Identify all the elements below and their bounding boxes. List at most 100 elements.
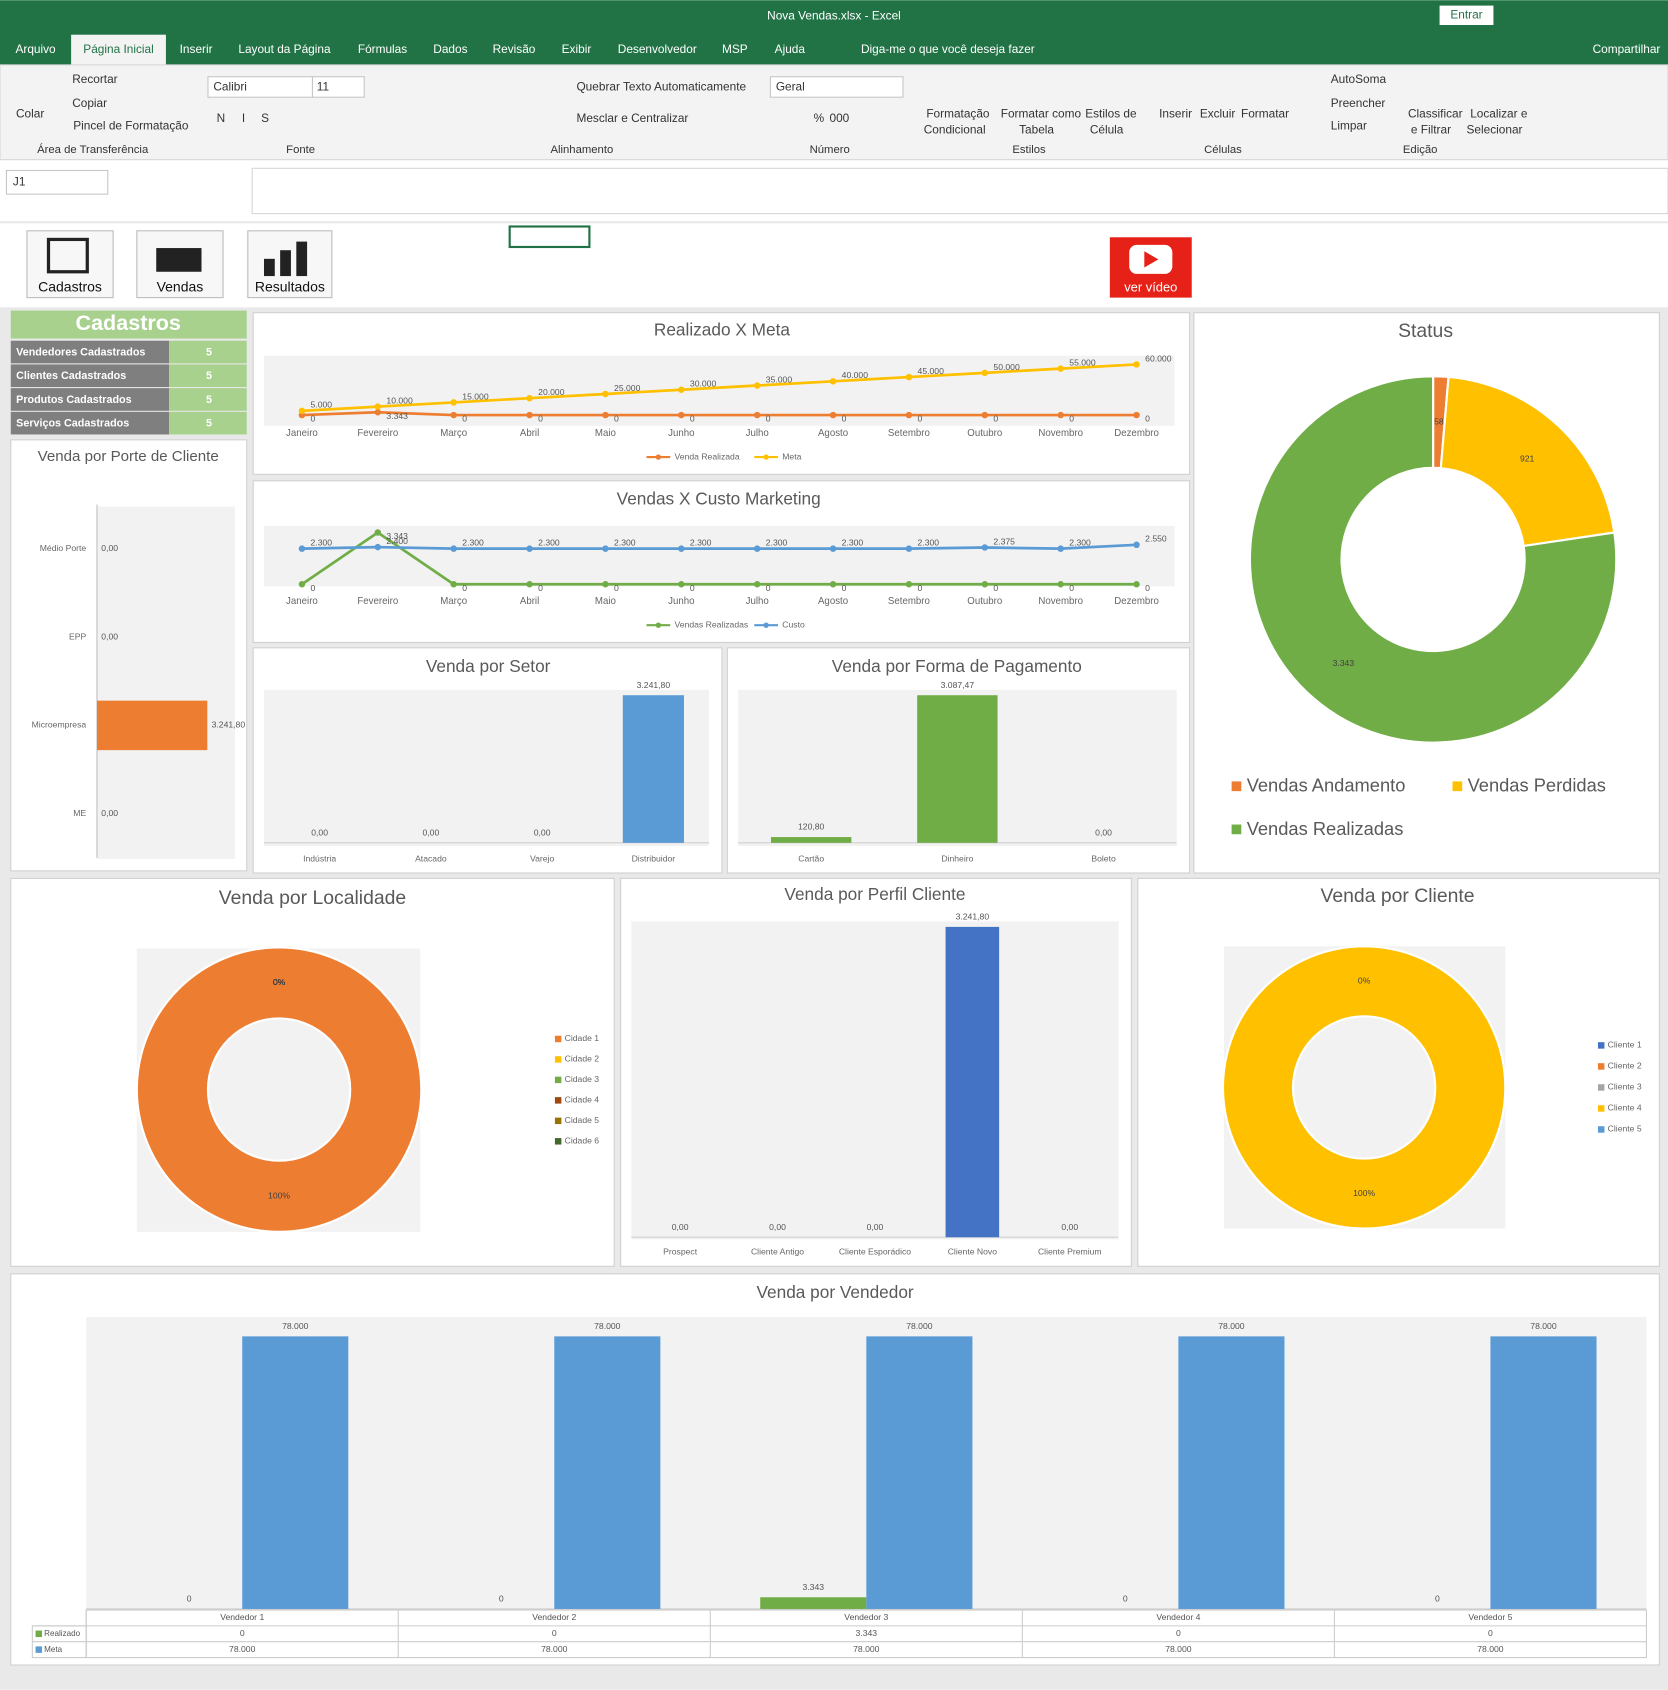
cadastros-value-cell xyxy=(169,364,247,388)
ribbon-tab[interactable]: Exibir xyxy=(562,42,592,56)
ribbon-button[interactable]: N xyxy=(217,111,226,125)
data-label: 3.343 xyxy=(386,411,408,421)
ribbon-button[interactable]: Localizar e xyxy=(1470,107,1528,121)
ribbon-tab[interactable]: Desenvolvedor xyxy=(618,42,697,56)
ribbon-button[interactable]: Excluir xyxy=(1200,107,1236,121)
ribbon-button[interactable]: Inserir xyxy=(1159,107,1192,121)
formula-input[interactable] xyxy=(251,167,1668,215)
ribbon-button[interactable]: Pincel de Formatação xyxy=(73,118,189,132)
ribbon-button[interactable]: % xyxy=(814,111,825,125)
point xyxy=(1133,581,1140,588)
nav-label[interactable]: Vendas xyxy=(157,279,204,295)
data-label: 2.300 xyxy=(538,538,560,548)
login[interactable]: Entrar xyxy=(1450,7,1482,21)
data-label: 55.000 xyxy=(1069,358,1096,368)
name-box-text[interactable]: J1 xyxy=(13,174,26,188)
ribbon-tab[interactable]: Página Inicial xyxy=(83,42,153,56)
name-box[interactable] xyxy=(5,169,109,195)
video-label[interactable]: ver vídeo xyxy=(1124,279,1177,294)
login-button[interactable] xyxy=(1439,5,1494,26)
ribbon-button[interactable]: S xyxy=(261,111,269,125)
ribbon-button[interactable]: 000 xyxy=(830,111,850,125)
ribbon-button[interactable]: Limpar xyxy=(1331,118,1367,132)
ribbon-button[interactable]: Preencher xyxy=(1331,96,1386,110)
group-label: Estilos xyxy=(1012,144,1046,156)
ribbon-button[interactable]: Calibri xyxy=(213,80,247,94)
ribbon-button[interactable]: Geral xyxy=(776,80,805,94)
nav-button[interactable] xyxy=(26,230,114,299)
legend-key xyxy=(1597,1042,1605,1049)
data-label: 0 xyxy=(1435,1594,1440,1604)
chart-title: Status xyxy=(1398,320,1453,342)
data-label: 3.241,80 xyxy=(637,680,671,690)
ribbon-tab[interactable]: MSP xyxy=(722,42,748,56)
data-label: 0 xyxy=(766,414,771,424)
ribbon-button[interactable]: 11 xyxy=(317,80,330,94)
ribbon-button[interactable]: Classificar xyxy=(1408,107,1463,121)
legend-key xyxy=(35,1630,43,1638)
ribbon-tab[interactable]: Ajuda xyxy=(775,42,806,56)
data-label: 120,80 xyxy=(798,822,825,832)
data-label: 0 xyxy=(499,1594,504,1604)
nav-label[interactable]: Cadastros xyxy=(38,279,102,295)
data-label: 0 xyxy=(993,414,998,424)
ribbon-button[interactable]: Tabela xyxy=(1019,123,1054,137)
input-box[interactable] xyxy=(311,76,365,98)
data-label: 2.300 xyxy=(918,538,940,548)
nav-label[interactable]: Resultados xyxy=(255,279,325,295)
point xyxy=(526,411,533,419)
cadastros-value-cell xyxy=(169,388,247,411)
ribbon-tab[interactable]: Inserir xyxy=(180,42,213,56)
ribbon-button[interactable]: Selecionar xyxy=(1467,123,1523,137)
cadastros-row xyxy=(10,340,170,364)
table-header: Vendedor 5 xyxy=(1468,1612,1512,1622)
table-cell: 78.000 xyxy=(1477,1644,1504,1654)
series-line xyxy=(301,530,1137,586)
ribbon-button[interactable]: Formatar como xyxy=(1001,107,1082,121)
ribbon-button[interactable]: AutoSoma xyxy=(1331,72,1387,86)
ribbon-button[interactable]: Quebrar Texto Automaticamente xyxy=(576,80,746,94)
x-tick-label: Maio xyxy=(595,596,616,607)
x-tick-label: Outubro xyxy=(967,428,1002,439)
ribbon-tab[interactable]: Fórmulas xyxy=(358,42,407,56)
tell-me[interactable]: Diga-me o que você deseja fazer xyxy=(861,42,1035,56)
data-label: 100% xyxy=(268,1191,290,1201)
ribbon-button[interactable]: Colar xyxy=(16,107,44,121)
ribbon-button[interactable]: Mesclar e Centralizar xyxy=(576,111,688,125)
data-label: 50.000 xyxy=(993,362,1020,372)
data-label: 2.300 xyxy=(311,538,333,548)
ribbon-button[interactable]: Formatação xyxy=(926,107,990,121)
data-label: 2.300 xyxy=(842,538,864,548)
ribbon-button[interactable]: I xyxy=(242,111,245,125)
data-label: 0% xyxy=(273,977,286,987)
ribbon-button[interactable]: Copiar xyxy=(72,96,107,110)
ribbon-button[interactable]: Condicional xyxy=(924,123,986,137)
input-box[interactable] xyxy=(769,76,904,98)
cadastros-value: 5 xyxy=(206,418,212,430)
x-tick-label: Dezembro xyxy=(1114,596,1159,607)
table-cell: 0 xyxy=(240,1628,245,1638)
share[interactable]: Compartilhar xyxy=(1593,42,1661,56)
data-label: 0 xyxy=(993,583,998,593)
legend-label: Cliente 1 xyxy=(1608,1040,1642,1050)
legend-key xyxy=(554,1117,562,1125)
data-label: 921 xyxy=(1520,454,1535,464)
data-label: 58 xyxy=(1434,416,1444,426)
ribbon-button[interactable]: Formatar xyxy=(1241,107,1289,121)
ribbon-tab[interactable]: Layout da Página xyxy=(238,42,331,56)
ribbon-tab[interactable]: Revisão xyxy=(493,42,536,56)
ribbon-button[interactable]: Estilos de xyxy=(1085,107,1137,121)
ribbon-button[interactable]: Recortar xyxy=(72,72,117,86)
chart-title: Vendas X Custo Marketing xyxy=(617,489,821,509)
point xyxy=(298,581,306,588)
point xyxy=(829,545,837,552)
ribbon-button[interactable]: Célula xyxy=(1090,123,1124,137)
legend-key xyxy=(1231,781,1242,792)
active-tab[interactable] xyxy=(71,34,166,65)
legend-label: Custo xyxy=(782,619,805,629)
data-label: 0 xyxy=(690,414,695,424)
ribbon-tab[interactable]: Dados xyxy=(433,42,467,56)
ribbon-tab[interactable]: Arquivo xyxy=(15,42,56,56)
legend-key xyxy=(554,1076,562,1084)
ribbon-button[interactable]: e Filtrar xyxy=(1411,123,1451,137)
